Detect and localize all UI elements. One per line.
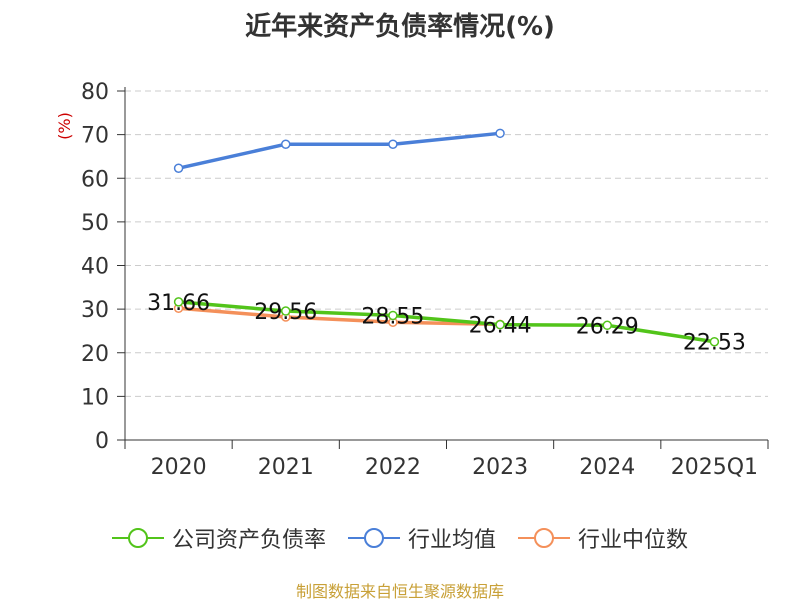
series-point-1 xyxy=(495,128,505,139)
x-tick-label: 2022 xyxy=(365,455,421,480)
series-point-0 xyxy=(388,310,398,321)
data-source-note: 制图数据来自恒生聚源数据库 xyxy=(295,582,504,600)
legend-swatch-industry-median xyxy=(518,528,570,548)
data-label: 31.66 xyxy=(147,291,210,316)
y-tick-label: 0 xyxy=(95,429,109,454)
chart-legend: 公司资产负债率 行业均值 行业中位数 xyxy=(0,518,800,558)
y-axis-label: (%) xyxy=(55,112,74,140)
x-tick-label: 2024 xyxy=(579,455,635,480)
series-point-0 xyxy=(709,336,720,347)
series-point-0 xyxy=(495,319,505,330)
y-tick-label: 10 xyxy=(81,385,109,410)
chart-title: 近年来资产负债率情况(%) xyxy=(245,12,555,42)
series-point-0 xyxy=(173,297,184,307)
series-point-1 xyxy=(281,139,291,149)
y-tick-label: 70 xyxy=(81,124,109,149)
legend-item-industry-mean[interactable]: 行业均值 xyxy=(347,522,496,554)
x-tick-label: 2020 xyxy=(151,455,207,480)
x-tick-label: 2021 xyxy=(258,455,314,480)
series-line-2 xyxy=(176,306,502,327)
x-tick-label: 2023 xyxy=(472,455,528,480)
y-tick-label: 40 xyxy=(81,255,109,280)
series-line-1 xyxy=(176,131,502,170)
data-label: 22.53 xyxy=(683,331,746,356)
series-point-0 xyxy=(281,306,291,316)
data-label: 26.29 xyxy=(576,314,639,339)
data-label: 29.56 xyxy=(254,300,317,325)
y-tick-label: 20 xyxy=(81,342,109,367)
legend-swatch-industry-mean xyxy=(347,528,400,548)
data-label: 28.55 xyxy=(361,304,424,329)
legend-swatch-company xyxy=(111,528,164,548)
series-line-0 xyxy=(176,300,717,344)
x-tick-label: 2025Q1 xyxy=(671,455,758,480)
series-point-0 xyxy=(602,320,612,331)
series-point-1 xyxy=(388,139,398,149)
y-tick-label: 80 xyxy=(81,80,109,105)
legend-label-company: 公司资产负债率 xyxy=(171,528,326,553)
series-point-1 xyxy=(173,163,184,173)
legend-label-industry-mean: 行业均值 xyxy=(407,528,496,553)
legend-label-industry-median: 行业中位数 xyxy=(578,528,689,553)
legend-item-company[interactable]: 公司资产负债率 xyxy=(111,522,326,554)
legend-item-industry-median[interactable]: 行业中位数 xyxy=(518,522,688,554)
data-label: 26.44 xyxy=(469,314,532,339)
y-tick-label: 50 xyxy=(81,211,109,236)
y-tick-label: 30 xyxy=(81,298,109,323)
y-tick-label: 60 xyxy=(81,167,109,192)
